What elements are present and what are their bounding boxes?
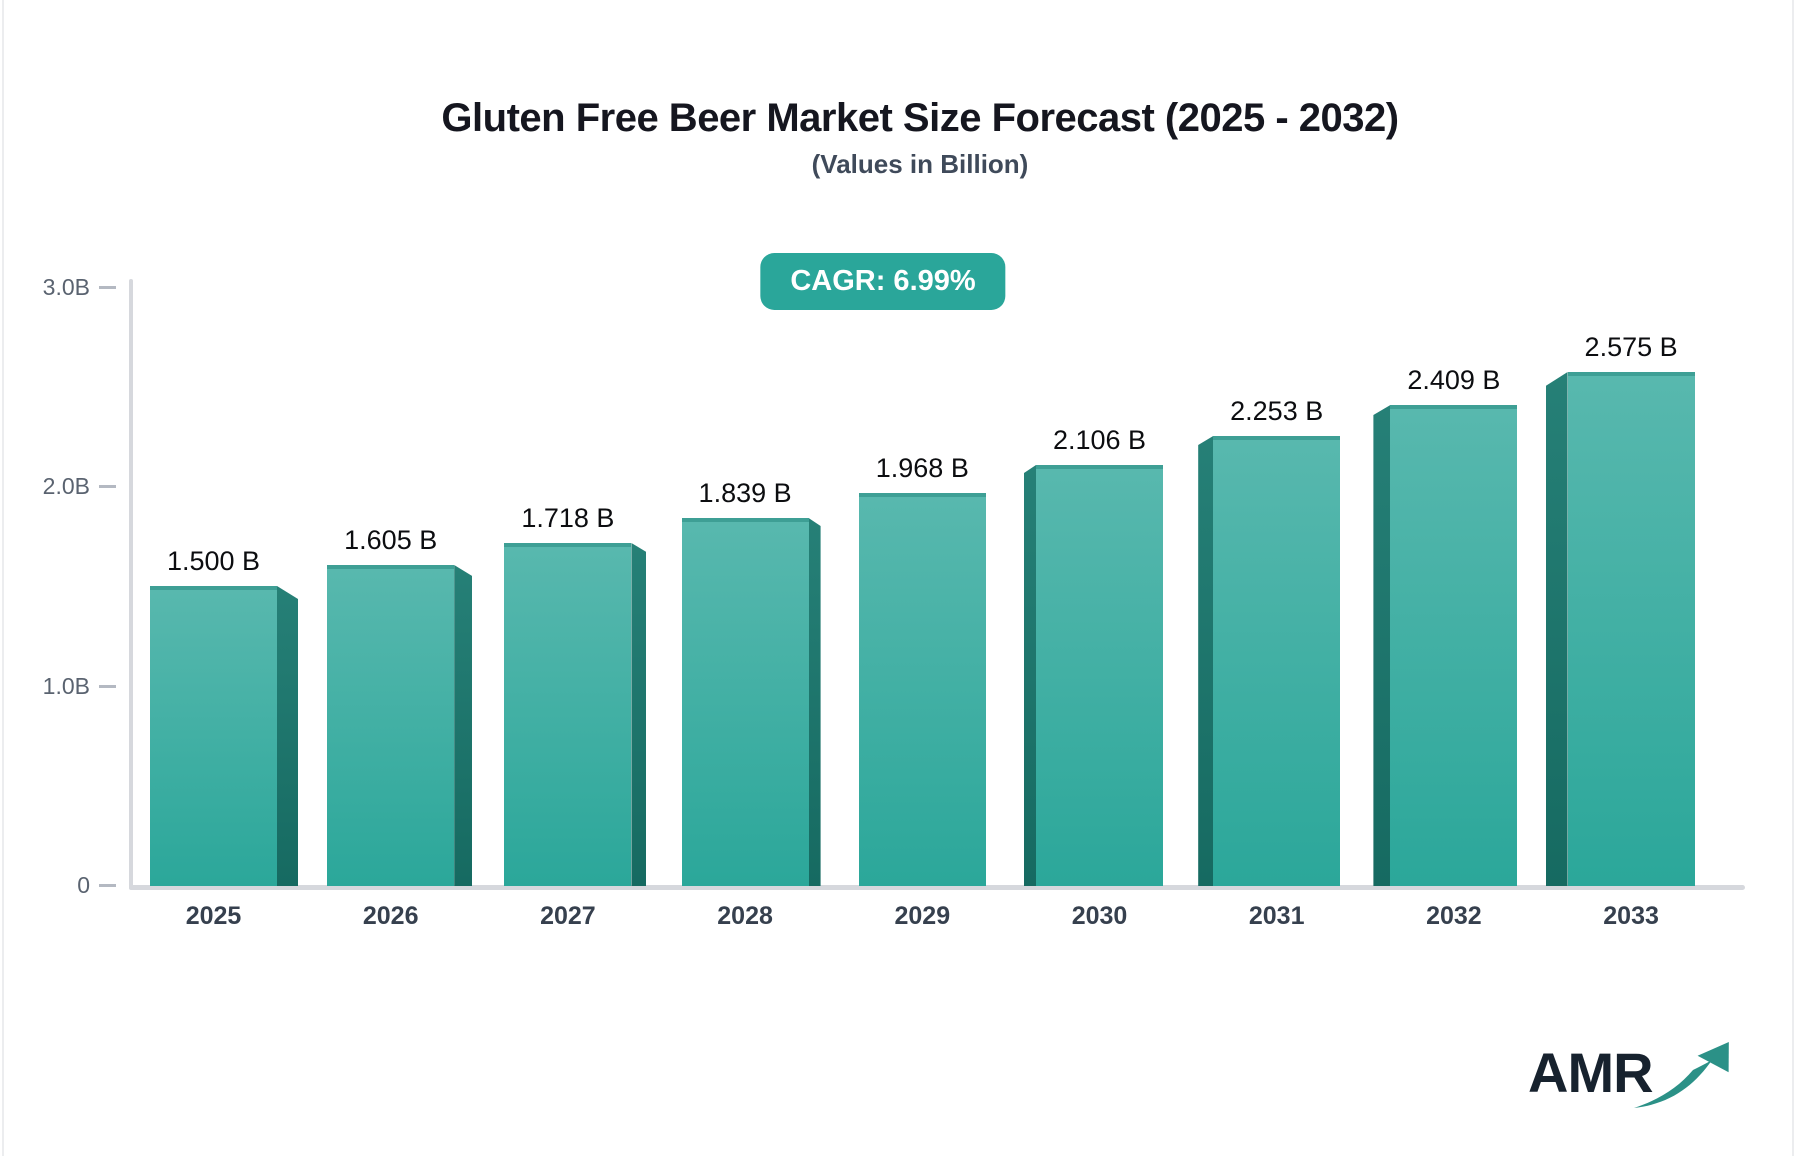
bar-side [631, 543, 647, 886]
bar-side [808, 518, 821, 886]
bar [1213, 436, 1341, 886]
y-axis-label: 2.0B [42, 473, 90, 500]
chart-title: Gluten Free Beer Market Size Forecast (2… [441, 96, 1399, 140]
trending-up-arrow-icon [1634, 1041, 1729, 1108]
y-axis-tick [99, 286, 116, 290]
amr-logo: AMR [1528, 1034, 1758, 1118]
bar [858, 493, 986, 886]
cagr-badge: CAGR: 6.99% [760, 253, 1006, 310]
bar-value-label: 1.605 B [344, 525, 438, 555]
bar-side [277, 586, 298, 886]
x-axis-line [129, 885, 1745, 890]
bar-side [1024, 465, 1036, 886]
window-left-edge [2, 0, 4, 1156]
x-axis-label: 2027 [540, 902, 596, 930]
amr-logo-text: AMR [1528, 1041, 1654, 1104]
bar-side [1373, 405, 1391, 886]
x-axis-label: 2025 [185, 902, 242, 930]
y-axis-tick [99, 684, 116, 688]
bar-side [1545, 372, 1568, 886]
bar [504, 543, 632, 886]
bar-value-label: 2.253 B [1230, 396, 1324, 426]
x-axis-label: 2033 [1603, 902, 1659, 930]
y-axis-line [129, 279, 133, 890]
y-axis-label: 0 [77, 872, 90, 898]
window-right-edge [1792, 0, 1794, 1156]
bar [1567, 372, 1695, 886]
x-axis-label: 2028 [717, 902, 773, 930]
x-axis-label: 2030 [1071, 902, 1128, 930]
bar-value-label: 1.500 B [166, 546, 261, 576]
bar [1390, 405, 1518, 886]
y-axis-label: 3.0B [42, 274, 90, 301]
bar-value-label: 2.575 B [1584, 332, 1678, 362]
bar [681, 518, 809, 886]
bar-value-label: 2.106 B [1052, 425, 1147, 455]
bar-side [454, 565, 473, 886]
x-axis-label: 2026 [362, 902, 419, 930]
y-axis-tick [99, 884, 116, 887]
chart-subtitle: (Values in Billion) [811, 149, 1029, 179]
x-axis-label: 2031 [1248, 902, 1305, 930]
bar [327, 565, 455, 886]
x-axis-label: 2029 [894, 902, 951, 930]
bar-value-label: 1.839 B [698, 478, 792, 508]
bar-value-label: 1.968 B [875, 453, 969, 483]
bar [1036, 465, 1163, 886]
y-axis-tick [99, 485, 116, 489]
bar [150, 586, 277, 886]
bar-value-label: 2.409 B [1407, 365, 1501, 395]
y-axis-label: 1.0B [42, 672, 90, 699]
x-axis-label: 2032 [1426, 902, 1482, 930]
bar-side [1198, 436, 1214, 886]
bar-value-label: 1.718 B [521, 503, 615, 533]
